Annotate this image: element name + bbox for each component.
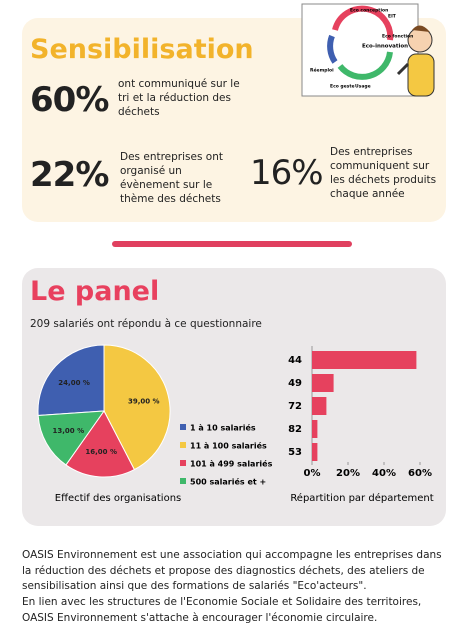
cycle-arrow <box>332 5 394 41</box>
y-tick-label: 53 <box>288 447 302 458</box>
cycle-arrow <box>337 51 393 80</box>
x-tick-label: 20% <box>336 468 360 479</box>
pie-slice <box>37 410 106 466</box>
y-tick-label: 44 <box>288 355 302 366</box>
chart-caption: Effectif des organisations <box>55 493 182 504</box>
illustration-label: Réemploi <box>310 67 334 74</box>
legend-label: 101 à 499 salariés <box>190 459 273 469</box>
legend-label: 500 salariés et + <box>190 477 266 487</box>
bar <box>312 443 318 461</box>
panel-subtitle: 209 salariés ont répondu à ce questionna… <box>30 318 262 330</box>
stat-value: 60% <box>30 80 109 120</box>
bar <box>312 397 327 415</box>
person-arm <box>396 62 410 76</box>
pie-slice <box>65 410 136 478</box>
x-tick-label: 60% <box>408 468 432 479</box>
pie-slice <box>103 344 171 471</box>
illustration-frame <box>301 3 419 97</box>
person-hair <box>412 25 430 32</box>
x-tick-label: 0% <box>304 468 321 479</box>
illustration-label: Eco conception <box>350 8 388 14</box>
y-tick-label: 49 <box>288 378 302 389</box>
illustration-label: Eco fonction <box>382 34 413 40</box>
bar <box>312 374 334 392</box>
stat-text: Des entreprises communiquent sur les déc… <box>330 146 437 200</box>
pie-label: 39,00 % <box>128 397 160 405</box>
legend-swatch <box>180 460 186 466</box>
person-body <box>407 53 435 97</box>
stat-value: 22% <box>30 155 109 195</box>
stat-text: Des entreprises ont organisé un évènemen… <box>120 151 223 205</box>
cycle-arrow <box>327 34 338 64</box>
illustration-label: Usage <box>355 84 371 90</box>
legend-swatch <box>180 478 186 484</box>
y-tick-label: 82 <box>288 424 302 435</box>
stat-value: 16% <box>250 153 324 193</box>
bar <box>312 351 417 369</box>
pie-slice <box>37 344 105 417</box>
stat-text: ont communiqué sur le tri et la réductio… <box>118 78 240 118</box>
pie-label: 16,00 % <box>85 448 117 456</box>
illustration-label: EIT <box>388 14 397 20</box>
chart-caption: Répartition par département <box>290 492 433 504</box>
x-tick-label: 40% <box>372 468 396 479</box>
legend-label: 1 à 10 salariés <box>190 423 256 433</box>
illustration-label: Eco-innovation <box>362 44 408 50</box>
section-title: Le panel <box>30 276 160 307</box>
footer-text: En lien avec les structures de l'Economi… <box>22 596 422 624</box>
divider <box>112 241 352 247</box>
section-title: Sensibilisation <box>30 34 254 65</box>
pie-label: 24,00 % <box>58 379 90 387</box>
legend-swatch <box>180 424 186 430</box>
footer-text: OASIS Environnement est une association … <box>22 549 442 592</box>
bar <box>312 420 318 438</box>
legend-label: 11 à 100 salariés <box>190 441 267 451</box>
pie-label: 13,00 % <box>53 427 85 435</box>
y-tick-label: 72 <box>288 401 302 412</box>
illustration-label: Eco geste <box>330 84 355 90</box>
legend-swatch <box>180 442 186 448</box>
